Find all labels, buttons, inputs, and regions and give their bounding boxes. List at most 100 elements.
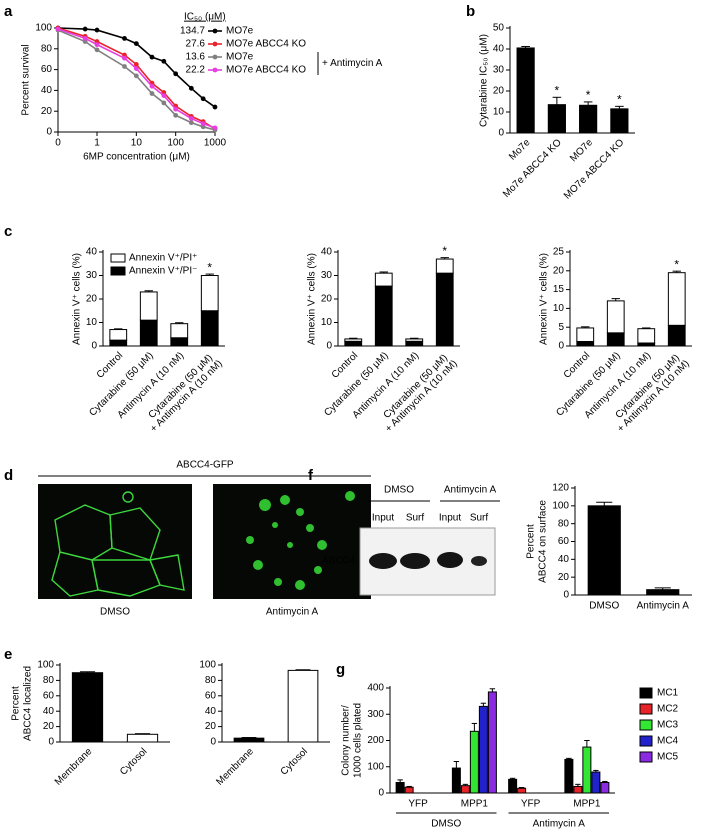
x-tick-label: Cytosol [279,746,310,777]
data-point [94,42,100,48]
image-caption: Antimycin A [266,607,319,618]
y-tick-label: 40 [493,44,505,55]
y-tick-label: 0 [91,341,97,352]
legend-value: 13.6 [186,52,206,63]
y-tick-label: 10 [493,107,505,118]
bar-segment [170,323,189,339]
y-tick-label: 0 [46,127,52,138]
bar [451,767,461,794]
legend-label: Annexin V⁺/PI⁺ [129,253,197,264]
legend-label: MO7e ABCC4 KO [226,65,306,76]
legend-title: IC₅₀ (μM) [184,12,226,23]
bar [547,104,566,134]
y-tick-label: 200 [367,735,384,746]
y-axis-label: ABCC4 on surface [538,500,549,583]
data-point [173,112,179,118]
data-point [200,121,206,127]
y-tick-label: 80 [43,675,55,686]
x-tick-label: MPP1 [461,799,489,810]
y-tick-label: 80 [205,675,217,686]
bar [469,730,479,794]
lane-label: Input [439,513,461,524]
y-tick-label: 400 [367,683,384,694]
data-point [188,116,194,121]
y-tick-label: 30 [86,270,98,281]
legend-label: MC5 [657,752,679,763]
y-tick-label: 20 [553,265,565,276]
legend-swatch [639,751,653,763]
y-axis-label: Colony number/ [341,705,352,776]
bar-segment [576,340,595,347]
legend-label: MO7e [226,26,254,37]
bar [564,758,574,794]
y-tick-label: 80 [558,518,570,529]
x-tick-label: Membrane [53,746,95,788]
y-tick-label: 15 [553,284,565,295]
legend-label: MC4 [657,736,679,747]
bar-segment [374,272,393,287]
data-point [173,71,179,77]
y-tick-label: 40 [41,85,53,96]
x-tick-label: Mo7e ABCC4 KO [501,137,564,200]
legend-marker [212,54,218,60]
x-tick-label: MO7e ABCC4 KO [562,137,627,202]
y-tick-label: 40 [558,554,570,565]
x-tick-label: Antimycin A [637,601,690,612]
y-tick-label: 10 [321,317,333,328]
y-axis-label: Percent survival [21,44,32,115]
data-point [149,54,155,60]
panel-label: g [336,661,345,678]
y-tick-label: 100 [37,660,54,671]
data-point [133,73,139,79]
bar [587,505,621,596]
x-tick-label: Cytarabine (50 μM) + Antimycin A (10 nM) [607,350,691,434]
y-tick-label: 60 [205,690,217,701]
data-point [133,41,139,46]
x-tick-label: DMSO [589,601,619,612]
y-tick-label: 30 [493,65,505,76]
significance-marker: * [674,257,679,271]
y-tick-label: 50 [493,23,505,34]
legend-swatch [639,703,653,715]
x-tick-label: 1 [94,138,100,149]
panel-label: d [4,467,13,484]
blot-group: Antimycin A [444,485,497,496]
data-point [122,36,127,41]
panel-label: a [4,3,13,20]
lane-label: Input [372,513,394,524]
y-tick-label: 0 [48,737,54,748]
y-tick-label: 120 [552,483,569,494]
bar [460,785,470,794]
data-point [82,26,88,32]
legend-swatch [639,687,653,699]
data-point [122,64,127,69]
y-tick-label: 0 [326,341,332,352]
y-tick-label: 20 [493,86,505,97]
legend-value: 22.2 [186,65,206,76]
data-point [200,96,206,102]
bar-segment [374,285,393,347]
y-tick-label: 20 [86,294,98,305]
x-tick-label: Cytosol [118,746,149,777]
y-tick-label: 40 [205,706,217,717]
data-point [94,27,100,33]
y-tick-label: 80 [41,43,53,54]
bar [126,733,159,743]
data-point [188,85,194,91]
panel-label: e [4,646,12,663]
x-tick-label: YFP [408,799,428,810]
data-point [188,120,194,126]
bar-segment [435,258,454,274]
bar-segment [200,310,219,347]
lane-label: Surf [470,513,489,524]
data-point [149,83,155,89]
bar-segment [576,327,595,342]
y-tick-label: 60 [558,536,570,547]
bar [579,104,598,134]
bar-segment [109,329,128,341]
micrograph [38,484,192,599]
y-tick-label: 60 [43,690,55,701]
y-axis-label: Annexin V⁺ cells (%) [307,253,318,345]
bar [610,108,629,134]
panel-label: b [466,3,475,20]
